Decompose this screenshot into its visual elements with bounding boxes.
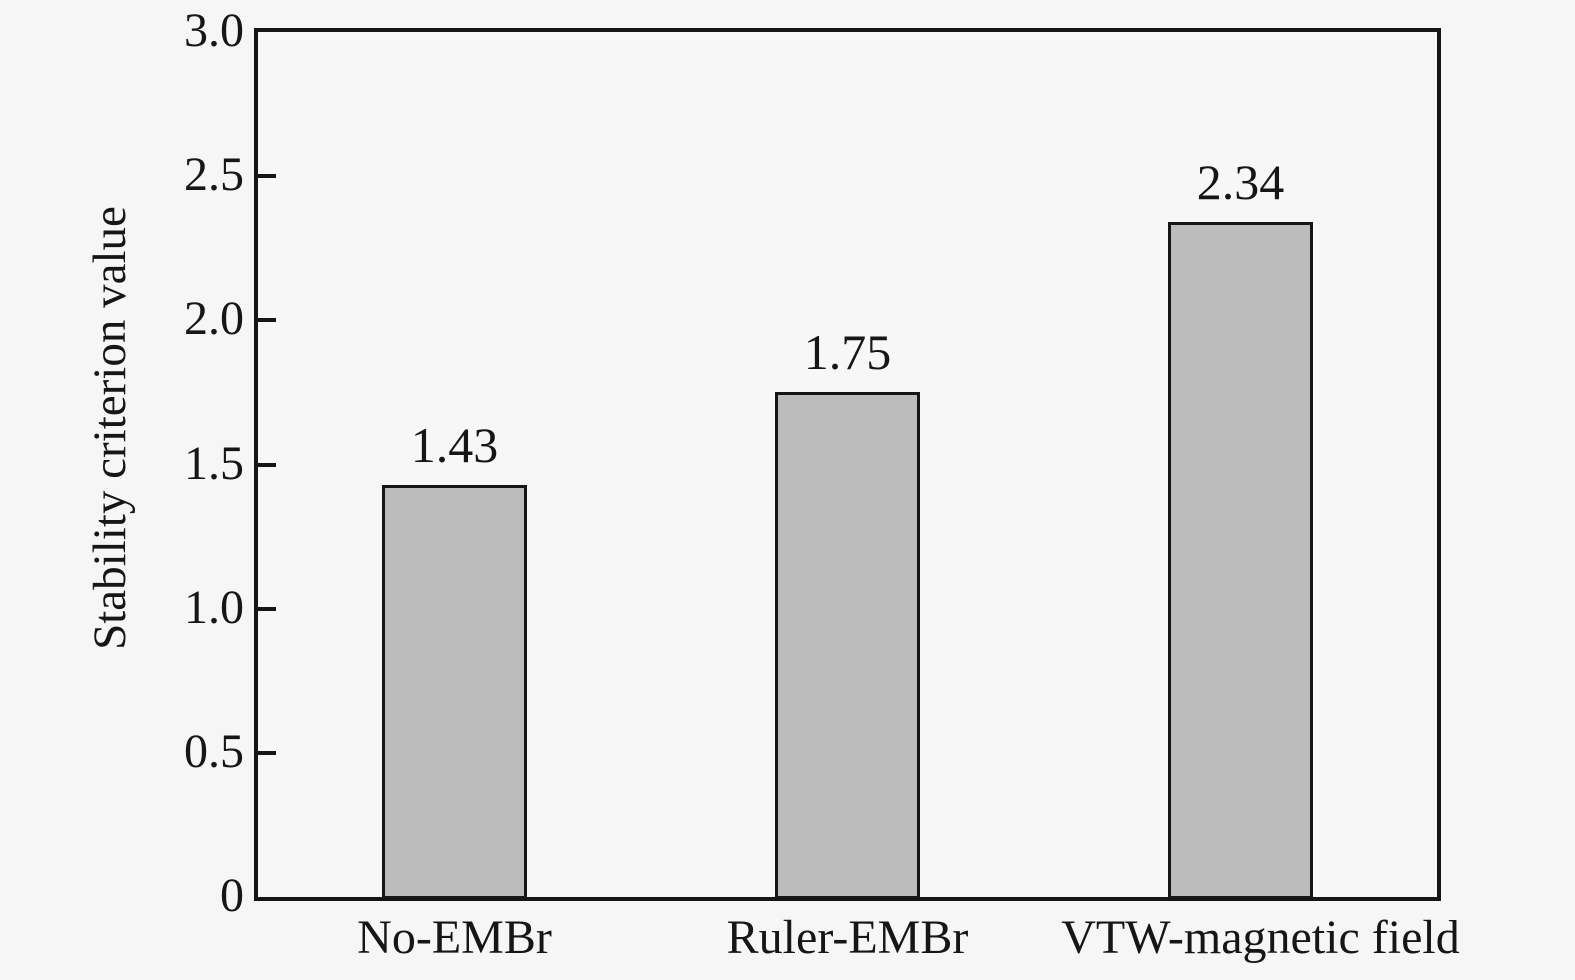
bar-value-label: 1.75 xyxy=(803,324,892,381)
y-axis-tick xyxy=(258,462,276,467)
bar-value-label: 1.43 xyxy=(410,416,499,473)
y-axis-title: Stability criterion value xyxy=(84,206,136,650)
y-axis-tick xyxy=(258,318,276,323)
y-axis-tick-label: 3.0 xyxy=(184,4,244,57)
x-category-label: No-EMBr xyxy=(357,911,552,964)
y-axis-tick-label: 2.5 xyxy=(184,148,244,202)
x-category-label: Ruler-EMBr xyxy=(726,911,969,964)
bar xyxy=(1168,222,1313,899)
y-axis-tick-label: 0.5 xyxy=(184,724,244,778)
x-category-label: VTW-magnetic field xyxy=(1061,911,1460,964)
y-axis-tick-label: 0 xyxy=(220,869,244,922)
y-axis-tick xyxy=(258,174,276,179)
bar xyxy=(382,484,527,899)
bar-value-label: 2.34 xyxy=(1196,154,1285,211)
y-axis-tick-label: 1.5 xyxy=(184,436,244,490)
y-axis-tick xyxy=(258,606,276,611)
bar xyxy=(775,392,920,899)
y-axis-tick-label: 1.0 xyxy=(184,580,244,634)
y-axis-tick xyxy=(258,750,276,755)
y-axis-tick-label: 2.0 xyxy=(184,292,244,346)
